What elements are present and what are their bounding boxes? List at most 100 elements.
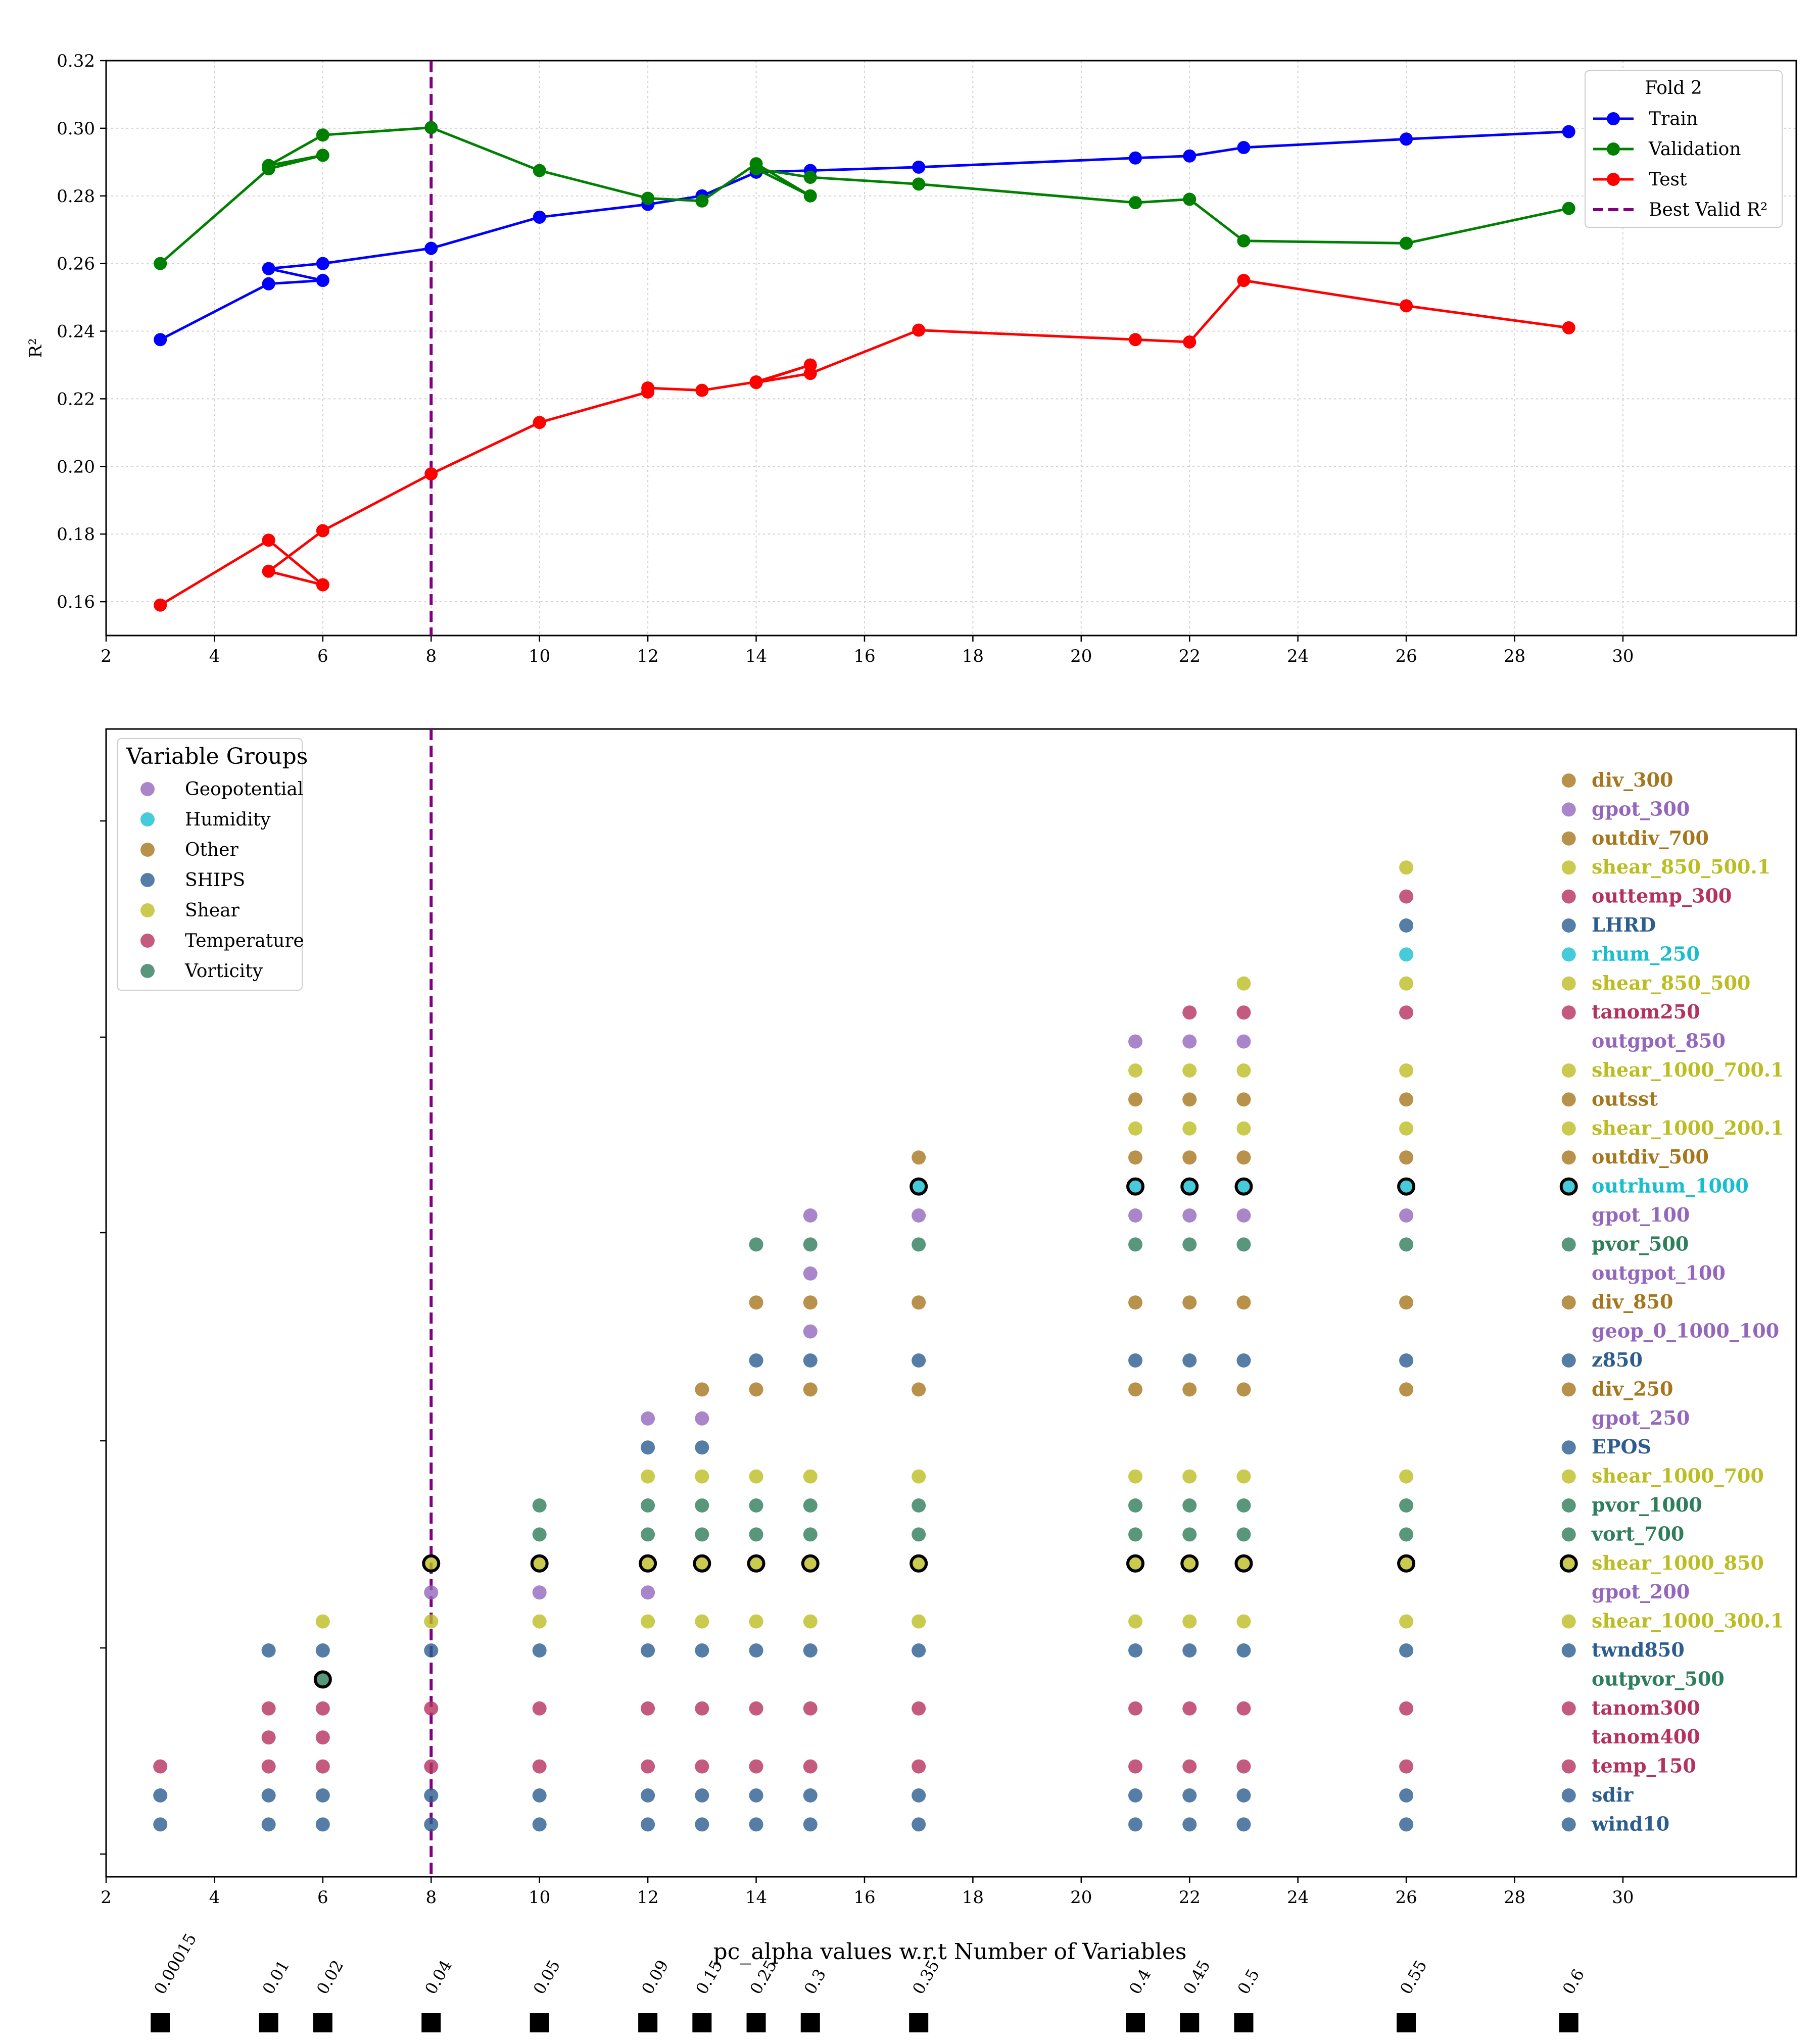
variable-point-shear_1000_700 [1399,1469,1414,1484]
variable-label: outsst [1592,1087,1658,1110]
variable-point-twnd850 [1182,1643,1197,1658]
series-point-train [424,241,438,255]
variable-label: shear_1000_700.1 [1592,1058,1784,1081]
pc-alpha-marker [692,2013,712,2032]
variable-point-outdiv_500 [1182,1150,1197,1165]
variable-point-shear_1000_700.1 [1236,1063,1251,1078]
variable-point-EPOS [1561,1440,1576,1455]
pc-alpha-label: 0.02 [313,1957,348,1998]
variable-point-vort_700 [695,1527,709,1542]
legend-swatch-marker [140,843,155,857]
variable-point-vort_700 [1182,1527,1197,1542]
legend-swatch-marker [140,903,155,917]
variable-point-gpot_100 [1182,1208,1197,1223]
variable-point-pvor_1000 [803,1498,818,1513]
x-tick-label: 12 [637,646,658,666]
variable-point-vort_700 [803,1527,818,1542]
series-point-validation [424,121,438,134]
series-point-test [912,323,926,337]
variable-point-pvor_1000 [1236,1498,1251,1513]
variable-point-temp_150 [424,1759,439,1774]
variable-point-z850 [1128,1353,1143,1368]
variable-point-sdir [1182,1788,1197,1803]
variable-point-tanom300 [261,1701,276,1716]
variable-label: outdiv_700 [1592,826,1709,849]
variable-point-temp_150 [1128,1759,1143,1774]
variable-point-temp_150 [803,1759,818,1774]
variable-point-temp_150 [912,1759,926,1774]
series-point-train [154,333,167,347]
variable-point-shear_850_500 [1399,976,1414,991]
variable-point-sdir [912,1788,926,1803]
x-tick-label: 2 [101,646,112,666]
variable-point-wind10 [803,1817,818,1832]
variable-point-twnd850 [1236,1643,1251,1658]
variable-label: shear_850_500.1 [1592,855,1771,878]
y-tick-label: 0.22 [57,389,95,409]
series-point-validation [641,191,655,205]
variable-point-shear_850_500.1 [1399,860,1414,875]
series-point-train [1400,132,1413,146]
variable-point-shear_1000_200.1 [1561,1121,1576,1136]
variable-point-z850 [912,1353,926,1368]
variable-point-div_850 [1182,1295,1197,1310]
variable-point-wind10 [912,1817,926,1832]
variable-point-outrhum_1000 [1397,1177,1416,1196]
x-tick-label: 16 [853,1887,875,1908]
variable-point-twnd850 [641,1643,655,1658]
pc-alpha-marker [1559,2013,1578,2032]
x-tick-label: 26 [1395,646,1417,666]
pc-alpha-marker [1126,2013,1145,2032]
variable-point-outrhum_1000 [910,1177,928,1196]
variable-point-temp_150 [1399,1759,1414,1774]
variable-point-gpot_100 [1236,1208,1251,1223]
legend-entry: Shear [185,900,240,921]
series-point-test [262,564,275,578]
variable-label: z850 [1592,1348,1643,1371]
series-point-test [1237,274,1251,287]
series-point-test [533,416,546,429]
variable-point-shear_1000_300.1 [695,1614,709,1629]
variable-point-sdir [1399,1788,1414,1803]
legend-swatch-marker [140,934,155,948]
x-tick-label: 4 [209,646,220,666]
variable-point-wind10 [1182,1817,1197,1832]
variable-point-div_250 [749,1382,763,1397]
variable-point-gpot_100 [1399,1208,1414,1223]
x-tick-label: 18 [962,646,984,666]
variable-label: tanom250 [1592,1000,1700,1023]
variable-point-outtemp_300 [1561,889,1576,904]
series-point-test [154,598,167,612]
series-point-validation [749,162,763,176]
variable-point-shear_1000_850 [910,1554,928,1573]
variable-point-shear_1000_850 [801,1554,820,1573]
y-axis-label: R² [26,338,46,358]
variable-point-temp_150 [532,1759,547,1774]
variable-point-temp_150 [315,1759,330,1774]
variable-point-div_250 [912,1382,926,1397]
plot-frame [105,728,1797,1878]
x-axis-label: pc_alpha values w.r.t Number of Variable… [713,1939,1187,1965]
pc-alpha-label: 0.6 [1559,1966,1588,1998]
legend-entry: Validation [1648,139,1741,160]
variable-point-z850 [749,1353,763,1368]
variable-point-tanom300 [695,1701,709,1716]
variable-point-temp_150 [261,1759,276,1774]
variable-point-sdir [749,1788,763,1803]
variable-point-pvor_500 [1399,1237,1414,1252]
variable-point-wind10 [1128,1817,1143,1832]
variable-point-pvor_500 [1128,1237,1143,1252]
variable-point-outgpot_100 [803,1266,818,1281]
variable-point-tanom250 [1236,1005,1251,1020]
variable-label: gpot_200 [1592,1580,1690,1603]
variable-point-gpot_200 [641,1585,655,1600]
series-point-validation [803,170,817,184]
x-tick-label: 8 [425,646,437,666]
variable-point-wind10 [695,1817,709,1832]
variable-point-shear_1000_200.1 [1399,1121,1414,1136]
series-point-validation [695,194,709,208]
pc-alpha-label: 0.09 [638,1957,673,1998]
pc-alpha-label: 0.4 [1125,1966,1155,1998]
variable-point-tanom300 [1561,1701,1576,1716]
